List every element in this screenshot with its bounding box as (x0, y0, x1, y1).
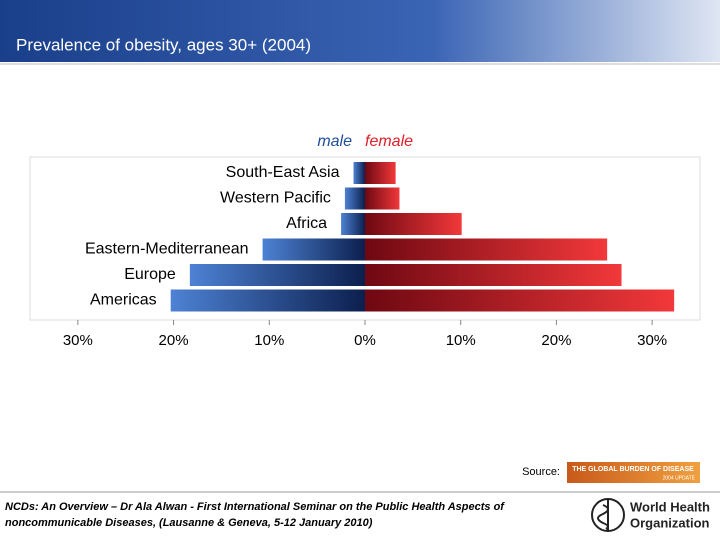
bar (365, 213, 462, 235)
category-label: Eastern-Mediterranean (85, 241, 249, 258)
bar (170, 289, 365, 312)
bar (365, 289, 675, 312)
x-tick-label: 10% (254, 332, 284, 349)
category-label: South-East Asia (226, 164, 340, 181)
source-logo (567, 462, 700, 483)
x-tick-label: 20% (159, 332, 189, 349)
legend-label: female (365, 133, 413, 150)
bar (365, 264, 622, 286)
category-label: Western Pacific (220, 190, 331, 207)
bar (365, 187, 400, 210)
category-label: Europe (124, 266, 176, 283)
citation: noncommunicable Diseases, (Lausanne & Ge… (5, 517, 373, 529)
source-logo-text: THE GLOBAL BURDEN OF DISEASE (572, 466, 694, 473)
source-logo-text: 2004 UPDATE (663, 475, 696, 481)
citation: NCDs: An Overview – Dr Ala Alwan - First… (5, 501, 505, 513)
organization-name: World Health (630, 499, 710, 514)
bar (365, 238, 608, 261)
category-label: Africa (286, 215, 327, 232)
bar (365, 162, 396, 184)
x-tick-label: 10% (446, 332, 476, 349)
chart-title: Prevalence of obesity, ages 30+ (2004) (16, 35, 311, 54)
organization-name: Organization (630, 515, 710, 530)
x-tick-label: 30% (63, 332, 93, 349)
bar (341, 213, 365, 235)
category-label: Americas (90, 292, 157, 309)
bar (344, 187, 365, 210)
x-tick-label: 0% (354, 332, 376, 349)
legend-label: male (317, 133, 352, 150)
who-emblem (591, 498, 625, 532)
header-bar (0, 0, 720, 62)
x-tick-label: 30% (637, 332, 667, 349)
bar (353, 162, 365, 184)
source-label: Source: (522, 466, 560, 478)
bar (262, 238, 365, 261)
x-tick-label: 20% (541, 332, 571, 349)
bar (189, 264, 365, 286)
